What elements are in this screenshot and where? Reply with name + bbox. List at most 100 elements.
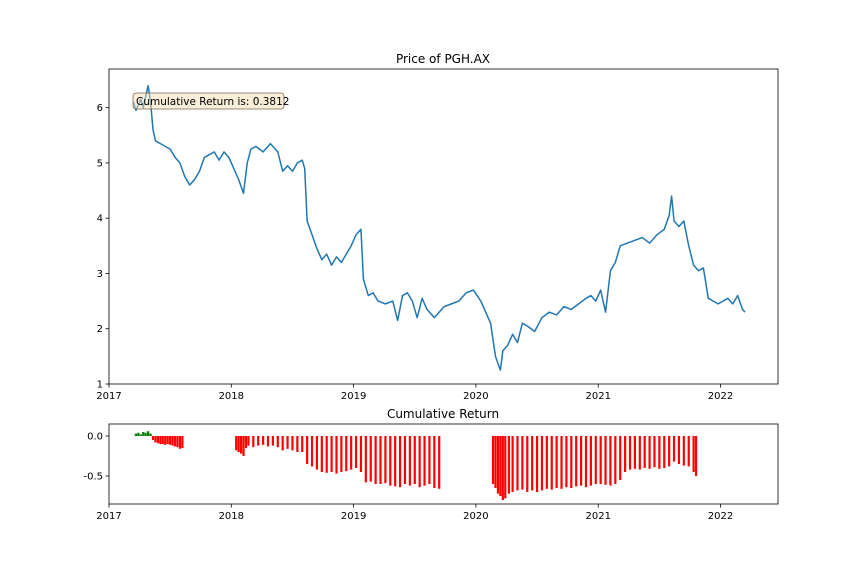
return-bar xyxy=(244,436,248,448)
return-bar xyxy=(663,436,666,468)
return-bar xyxy=(526,436,529,492)
return-bar xyxy=(159,436,162,444)
price-x-tick-label: 2022 xyxy=(708,391,733,402)
return-bar xyxy=(296,436,299,452)
return-bar xyxy=(504,436,507,499)
return-bar xyxy=(555,436,558,488)
return-bar xyxy=(491,436,495,484)
return-bar xyxy=(638,436,641,470)
return-x-tick-label: 2017 xyxy=(96,511,121,522)
price-y-tick-label: 5 xyxy=(97,158,103,169)
return-plot-area xyxy=(109,424,778,504)
price-x-tick-label: 2020 xyxy=(463,391,488,402)
return-bar xyxy=(169,436,172,445)
return-x-axis: 2017 2018 2019 2020 2021 2022 xyxy=(96,504,733,522)
return-bar xyxy=(643,436,646,468)
return-bar xyxy=(325,436,328,473)
return-bar xyxy=(354,436,358,468)
return-bar xyxy=(359,436,363,472)
return-bar xyxy=(438,436,441,489)
return-bar xyxy=(418,436,421,488)
return-bar xyxy=(658,436,661,469)
return-x-tick-label: 2021 xyxy=(585,511,610,522)
return-bar xyxy=(178,436,182,449)
cumulative-return-annotation: Cumulative Return is: 0.3812 xyxy=(132,92,289,110)
price-plot-frame xyxy=(108,68,779,385)
return-y-tick-label: 0.0 xyxy=(87,432,103,443)
return-plot-frame xyxy=(108,423,779,505)
price-y-tick-label: 6 xyxy=(97,103,103,114)
return-bar xyxy=(389,436,392,486)
return-x-tick-label: 2019 xyxy=(341,511,366,522)
return-y-tick-label: -0.5 xyxy=(83,472,103,483)
return-bar xyxy=(682,436,685,466)
return-x-tick-label: 2018 xyxy=(219,511,244,522)
return-bar xyxy=(648,436,651,469)
return-bar xyxy=(575,436,578,487)
return-bar xyxy=(516,436,519,491)
return-bar xyxy=(394,436,397,487)
price-x-tick-label: 2017 xyxy=(96,391,121,402)
return-bar xyxy=(252,436,255,448)
return-bar xyxy=(550,436,553,490)
price-series-line xyxy=(132,84,746,371)
price-x-tick-label: 2018 xyxy=(219,391,244,402)
return-bar xyxy=(276,436,279,448)
annotation-text: Cumulative Return is: 0.3812 xyxy=(136,96,289,108)
return-bar xyxy=(398,436,402,488)
return-bar xyxy=(242,436,245,456)
return-bar xyxy=(535,436,539,492)
return-bar xyxy=(181,436,184,448)
return-bar xyxy=(286,436,289,449)
return-bar xyxy=(496,436,500,494)
return-bar xyxy=(144,432,147,436)
return-bar xyxy=(369,436,372,482)
return-bar xyxy=(137,432,140,436)
return-bar xyxy=(161,436,164,444)
price-y-tick-label: 2 xyxy=(97,324,103,335)
price-x-axis: 2017 2018 2019 2020 2021 2022 xyxy=(96,384,733,402)
return-bar xyxy=(609,436,612,486)
return-bar xyxy=(364,436,367,483)
return-bar xyxy=(247,436,250,446)
return-bar xyxy=(599,436,602,484)
return-bar xyxy=(164,436,167,445)
return-bar xyxy=(511,436,514,492)
return-bars xyxy=(134,431,698,500)
return-bar xyxy=(257,436,260,446)
return-bar xyxy=(433,436,436,488)
return-bar xyxy=(692,436,695,472)
return-bar xyxy=(584,436,588,488)
return-bar xyxy=(340,436,343,472)
return-x-tick-label: 2022 xyxy=(708,511,733,522)
return-bar xyxy=(423,436,426,486)
return-bar xyxy=(301,436,304,452)
annotation-box xyxy=(132,92,285,110)
return-bar xyxy=(672,436,676,462)
return-bar xyxy=(521,436,524,490)
price-y-tick-label: 4 xyxy=(97,214,103,225)
price-y-tick-label: 1 xyxy=(97,380,103,391)
return-bar xyxy=(594,436,597,484)
return-bar xyxy=(694,436,698,476)
return-bar xyxy=(403,436,407,484)
return-bar xyxy=(384,436,387,484)
return-bar xyxy=(624,436,627,472)
return-y-axis: 0.0 -0.5 xyxy=(83,432,109,483)
return-bar xyxy=(147,431,150,436)
return-bar xyxy=(374,436,377,484)
return-bar xyxy=(156,436,160,444)
return-bar xyxy=(235,436,238,451)
return-bar xyxy=(171,436,174,446)
return-bar xyxy=(540,436,544,491)
return-bar xyxy=(531,436,534,491)
return-bar xyxy=(379,436,382,484)
return-bar xyxy=(413,436,416,484)
return-bar xyxy=(501,436,504,500)
return-bar xyxy=(239,436,243,454)
price-y-axis: 1 2 3 4 5 6 xyxy=(97,103,109,391)
return-bar xyxy=(589,436,592,486)
return-bar xyxy=(677,436,681,464)
price-x-tick-label: 2021 xyxy=(585,391,610,402)
